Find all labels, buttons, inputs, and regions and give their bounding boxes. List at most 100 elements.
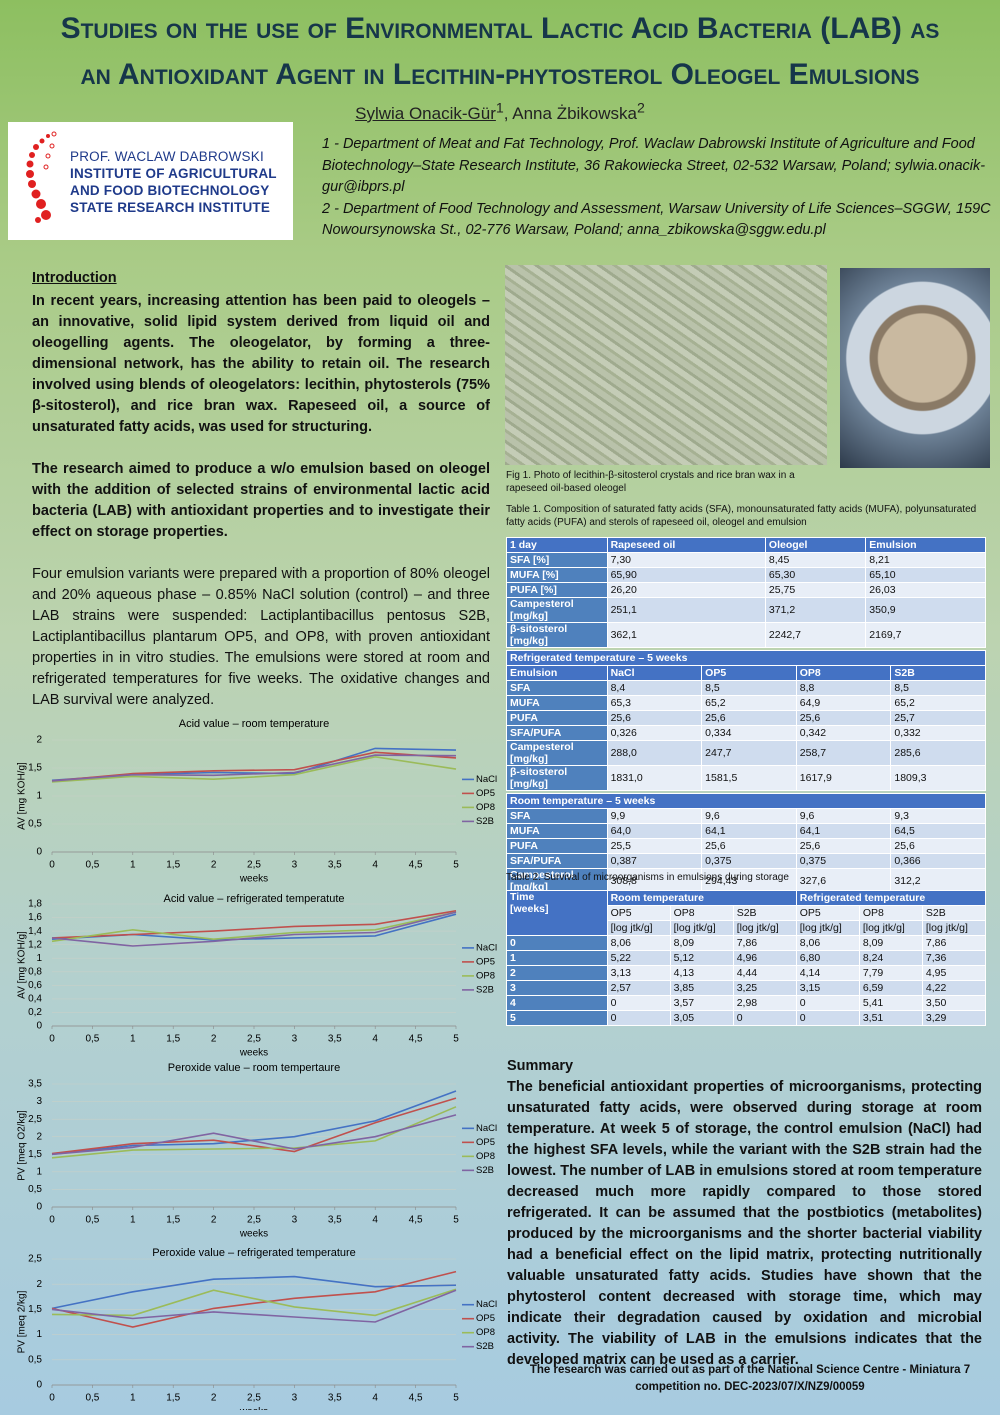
cell: 25,6	[795, 710, 892, 726]
title-line: an Antioxidant Agent in Lecithin-phytost…	[80, 58, 920, 91]
legend-label: NaCl	[476, 1123, 497, 1134]
cell: 25,6	[606, 710, 703, 726]
table-row: Refrigerated temperature – 5 weeks	[506, 650, 986, 666]
x-tick-label: 3,5	[328, 1393, 342, 1404]
cell: 3,05	[669, 1010, 734, 1026]
x-tick-label: 4,5	[409, 860, 423, 871]
cell: 0,326	[606, 725, 703, 741]
x-tick-label: 4	[372, 1393, 378, 1404]
row-header: Campesterol [mg/kg]	[506, 740, 608, 766]
table-row: PUFA 25,6 25,6 25,6 25,7	[506, 710, 986, 726]
row-header: 0	[506, 935, 608, 951]
cell: 8,06	[606, 935, 671, 951]
data-line	[51, 1288, 457, 1317]
table-row: SFA 8,4 8,5 8,8 8,5	[506, 680, 986, 696]
table-caption: Table 2. Survival of microorganisms in e…	[506, 872, 789, 883]
paragraph: The beneficial antioxidant properties of…	[507, 1079, 982, 1368]
data-line	[51, 910, 457, 939]
data-line	[51, 1097, 457, 1155]
table-row: β-sitosterol [mg/kg] 1831,0 1581,5 1617,9 18…	[506, 765, 986, 791]
chart-title: Peroxide value – refrigerated temperatur…	[152, 1247, 356, 1259]
x-tick-label: 4	[372, 1215, 378, 1226]
cell: 9,3	[890, 808, 986, 824]
y-tick-label: 0,5	[28, 1184, 42, 1195]
header-row: 1 day Rapeseed oil Oleogel Emulsion	[506, 537, 986, 553]
figure-caption: Fig 1. Photo of lecithin-β-sitosterol cr…	[506, 470, 795, 494]
x-tick-label: 3,5	[328, 1034, 342, 1045]
section-title: Room temperature – 5 weeks	[506, 793, 986, 809]
y-tick-label: 2	[36, 1131, 42, 1142]
table-row: PUFA 25,5 25,6 25,6 25,6	[506, 838, 986, 854]
cell: 64,0	[606, 823, 703, 839]
y-tick-label: 1,5	[28, 1304, 42, 1315]
cell: 8,06	[795, 935, 860, 951]
x-axis-label: weeks	[239, 1229, 268, 1240]
cell: 5,41	[858, 995, 923, 1011]
chart-title: Peroxide value – room tempertaure	[168, 1062, 340, 1074]
cell: 8,5	[890, 680, 986, 696]
y-tick-label: 2	[36, 1279, 42, 1290]
header-cell: Emulsion	[506, 665, 608, 681]
row-header: Campesterol [mg/kg]	[506, 597, 608, 623]
header-cell: OP8	[795, 665, 892, 681]
legend-label: OP5	[476, 1313, 495, 1324]
cell: 4,13	[669, 965, 734, 981]
logo-line: PROF. WACLAW DABROWSKI	[70, 149, 264, 164]
logo-mark	[26, 131, 57, 223]
cell: 362,1	[606, 622, 766, 648]
table-row: 2 3,13 4,13 4,44 4,14 7,79 4,95	[506, 965, 987, 981]
paragraph: The research aimed to produce a w/o emul…	[32, 461, 490, 540]
table-row: MUFA [%] 65,90 65,30 65,10	[506, 567, 986, 583]
logo-line: INSTITUTE OF AGRICULTURAL	[70, 166, 277, 181]
cell: 0,375	[701, 853, 797, 869]
cell: 312,2	[890, 868, 986, 894]
cell: 0	[606, 995, 671, 1011]
header-cell: Oleogel	[764, 537, 867, 553]
x-tick-label: 1	[130, 1215, 136, 1226]
cell: 25,7	[890, 710, 986, 726]
x-tick-label: 0	[49, 860, 55, 871]
paragraph: In recent years, increasing attention ha…	[32, 293, 490, 435]
author-affiliation: 1	[495, 100, 504, 116]
cell: 26,20	[606, 582, 766, 598]
table-row: 3 2,57 3,85 3,25 3,15 6,59 4,22	[506, 980, 987, 996]
header-row: [log jtk/g] [log jtk/g] [log jtk/g] [log jt…	[507, 920, 987, 936]
x-tick-label: 3	[292, 860, 298, 871]
section-heading: Introduction	[32, 270, 117, 286]
cell: 65,2	[701, 695, 797, 711]
data-line	[51, 754, 457, 782]
legend-label: S2B	[476, 1165, 494, 1176]
cell: 0,334	[701, 725, 797, 741]
row-header: 3	[506, 980, 608, 996]
author-affiliation: 2	[637, 100, 645, 116]
affiliation: 1 - Department of Meat and Fat Technolog…	[322, 136, 986, 195]
y-tick-label: 0	[36, 1021, 42, 1032]
y-tick-label: 0,6	[28, 980, 42, 991]
table: Time [weeks] Room temperature Refrigerated …	[506, 890, 987, 1026]
title: Studies on the use of Environmental Lact…	[0, 6, 1000, 98]
legend-label: OP8	[476, 802, 495, 813]
y-axis-label: PV [meq 2/kg]	[17, 1290, 28, 1353]
legend-label: S2B	[476, 816, 494, 827]
strain-header: S2B	[921, 905, 987, 921]
x-tick-label: 1,5	[166, 1393, 180, 1404]
cell: 1581,5	[701, 765, 797, 791]
y-tick-label: 0,5	[28, 1354, 42, 1365]
x-tick-label: 0	[49, 1034, 55, 1045]
chart-title: Acid value – refrigerated temperatute	[164, 893, 345, 905]
y-tick-label: 0	[36, 847, 42, 858]
cell: 8,4	[606, 680, 703, 696]
x-tick-label: 3,5	[328, 860, 342, 871]
unit-header: [log jtk/g]	[795, 920, 860, 936]
table-row: MUFA 64,0 64,1 64,1 64,5	[506, 823, 986, 839]
strain-header: OP5	[606, 905, 671, 921]
x-tick-label: 2	[211, 860, 217, 871]
cell: 25,5	[606, 838, 703, 854]
y-tick-label: 0,4	[28, 994, 42, 1005]
cell: 8,09	[669, 935, 734, 951]
table-row: Campesterol [mg/kg] 288,0 247,7 258,7 285,6	[506, 740, 986, 766]
micrograph	[505, 265, 827, 465]
cell: 0,375	[795, 853, 892, 869]
legend-label: S2B	[476, 984, 494, 995]
strain-header: S2B	[732, 905, 797, 921]
